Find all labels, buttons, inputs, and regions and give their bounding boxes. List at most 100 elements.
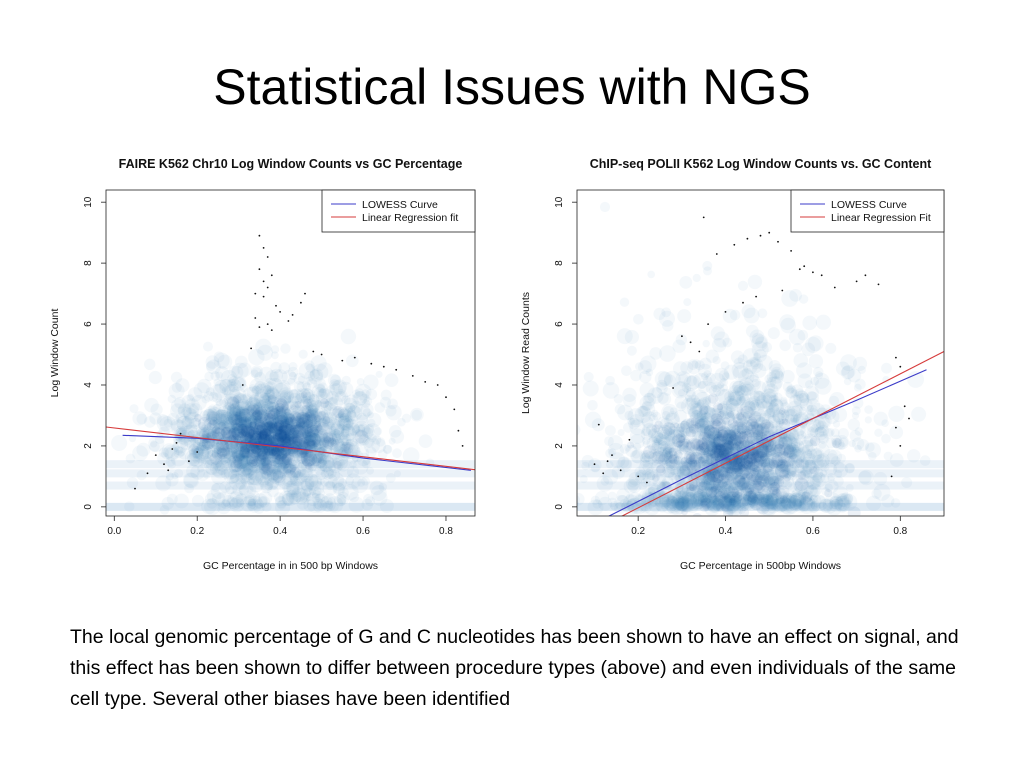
density-point [758,500,770,513]
density-point [229,414,244,428]
density-core-point [259,452,268,461]
outlier-point [899,365,902,368]
density-point [242,459,259,476]
density-core-point [255,444,269,457]
density-point [717,450,730,463]
density-core-point [260,421,269,431]
density-point [273,492,285,503]
density-point [247,457,264,474]
density-core-point [269,449,277,457]
density-point [304,474,322,492]
density-point [258,496,271,508]
density-point [260,444,275,459]
density-point [343,397,358,412]
density-point [340,441,352,453]
density-point [801,436,814,448]
density-point [654,492,671,509]
density-core-point [262,421,276,435]
density-point [226,434,240,448]
density-point [331,430,345,444]
density-point [707,441,718,452]
density-point [228,381,239,392]
density-point [281,418,293,431]
density-point [713,498,721,505]
density-point [295,420,303,429]
density-core-point [267,417,280,430]
density-point [659,310,675,327]
density-point [301,404,314,417]
density-point [890,498,901,508]
density-point [673,380,690,397]
density-point [786,470,797,481]
density-point [259,456,267,465]
density-point [247,465,264,481]
density-point [833,476,844,487]
density-point [732,380,745,393]
density-point [754,444,771,461]
density-point [749,329,765,345]
density-point [270,469,282,481]
density-point [165,456,176,467]
density-core-point [292,412,302,421]
density-point [737,461,746,470]
density-point [801,444,810,454]
density-point [271,465,281,475]
density-point [325,430,342,447]
density-core-point [279,424,288,434]
density-point [598,496,613,511]
density-point [825,427,835,437]
density-point [765,498,778,511]
density-point [652,411,662,421]
density-point [266,416,283,434]
density-core-point [309,453,322,467]
density-point [267,467,284,484]
count-band [577,460,944,469]
density-point [332,379,348,395]
density-point [255,468,273,486]
density-point [300,459,315,473]
density-point [703,412,712,420]
density-point [281,489,299,506]
density-point [640,452,651,463]
density-point [328,429,337,438]
density-point [756,424,765,432]
density-point [587,400,598,411]
density-point [724,467,739,482]
density-point [229,402,241,414]
density-core-point [217,447,228,458]
density-point [721,437,737,452]
density-point [788,497,798,507]
density-point [709,445,725,461]
density-point [790,414,800,424]
density-point [255,445,263,454]
density-point [241,478,249,486]
density-point [265,406,280,421]
density-point [184,411,202,428]
density-point [789,493,806,511]
density-point [746,495,760,509]
density-point [213,413,228,428]
density-point [323,493,336,505]
density-point [760,495,777,512]
density-point [738,395,751,408]
density-point [220,409,228,418]
density-core-point [304,432,319,447]
density-point [706,474,721,490]
density-point [241,462,252,473]
density-point [258,446,276,464]
density-core-point [824,489,833,498]
density-point [746,356,764,374]
density-point [693,457,711,475]
density-point [302,414,313,426]
density-point [777,412,785,421]
density-point [338,381,354,398]
density-point [226,456,237,466]
density-point [683,440,696,454]
density-point [310,355,327,372]
density-point [711,338,727,353]
density-point [293,488,309,504]
density-core-point [265,420,273,429]
density-point [184,398,200,414]
density-point [584,411,602,428]
density-point [780,495,796,511]
